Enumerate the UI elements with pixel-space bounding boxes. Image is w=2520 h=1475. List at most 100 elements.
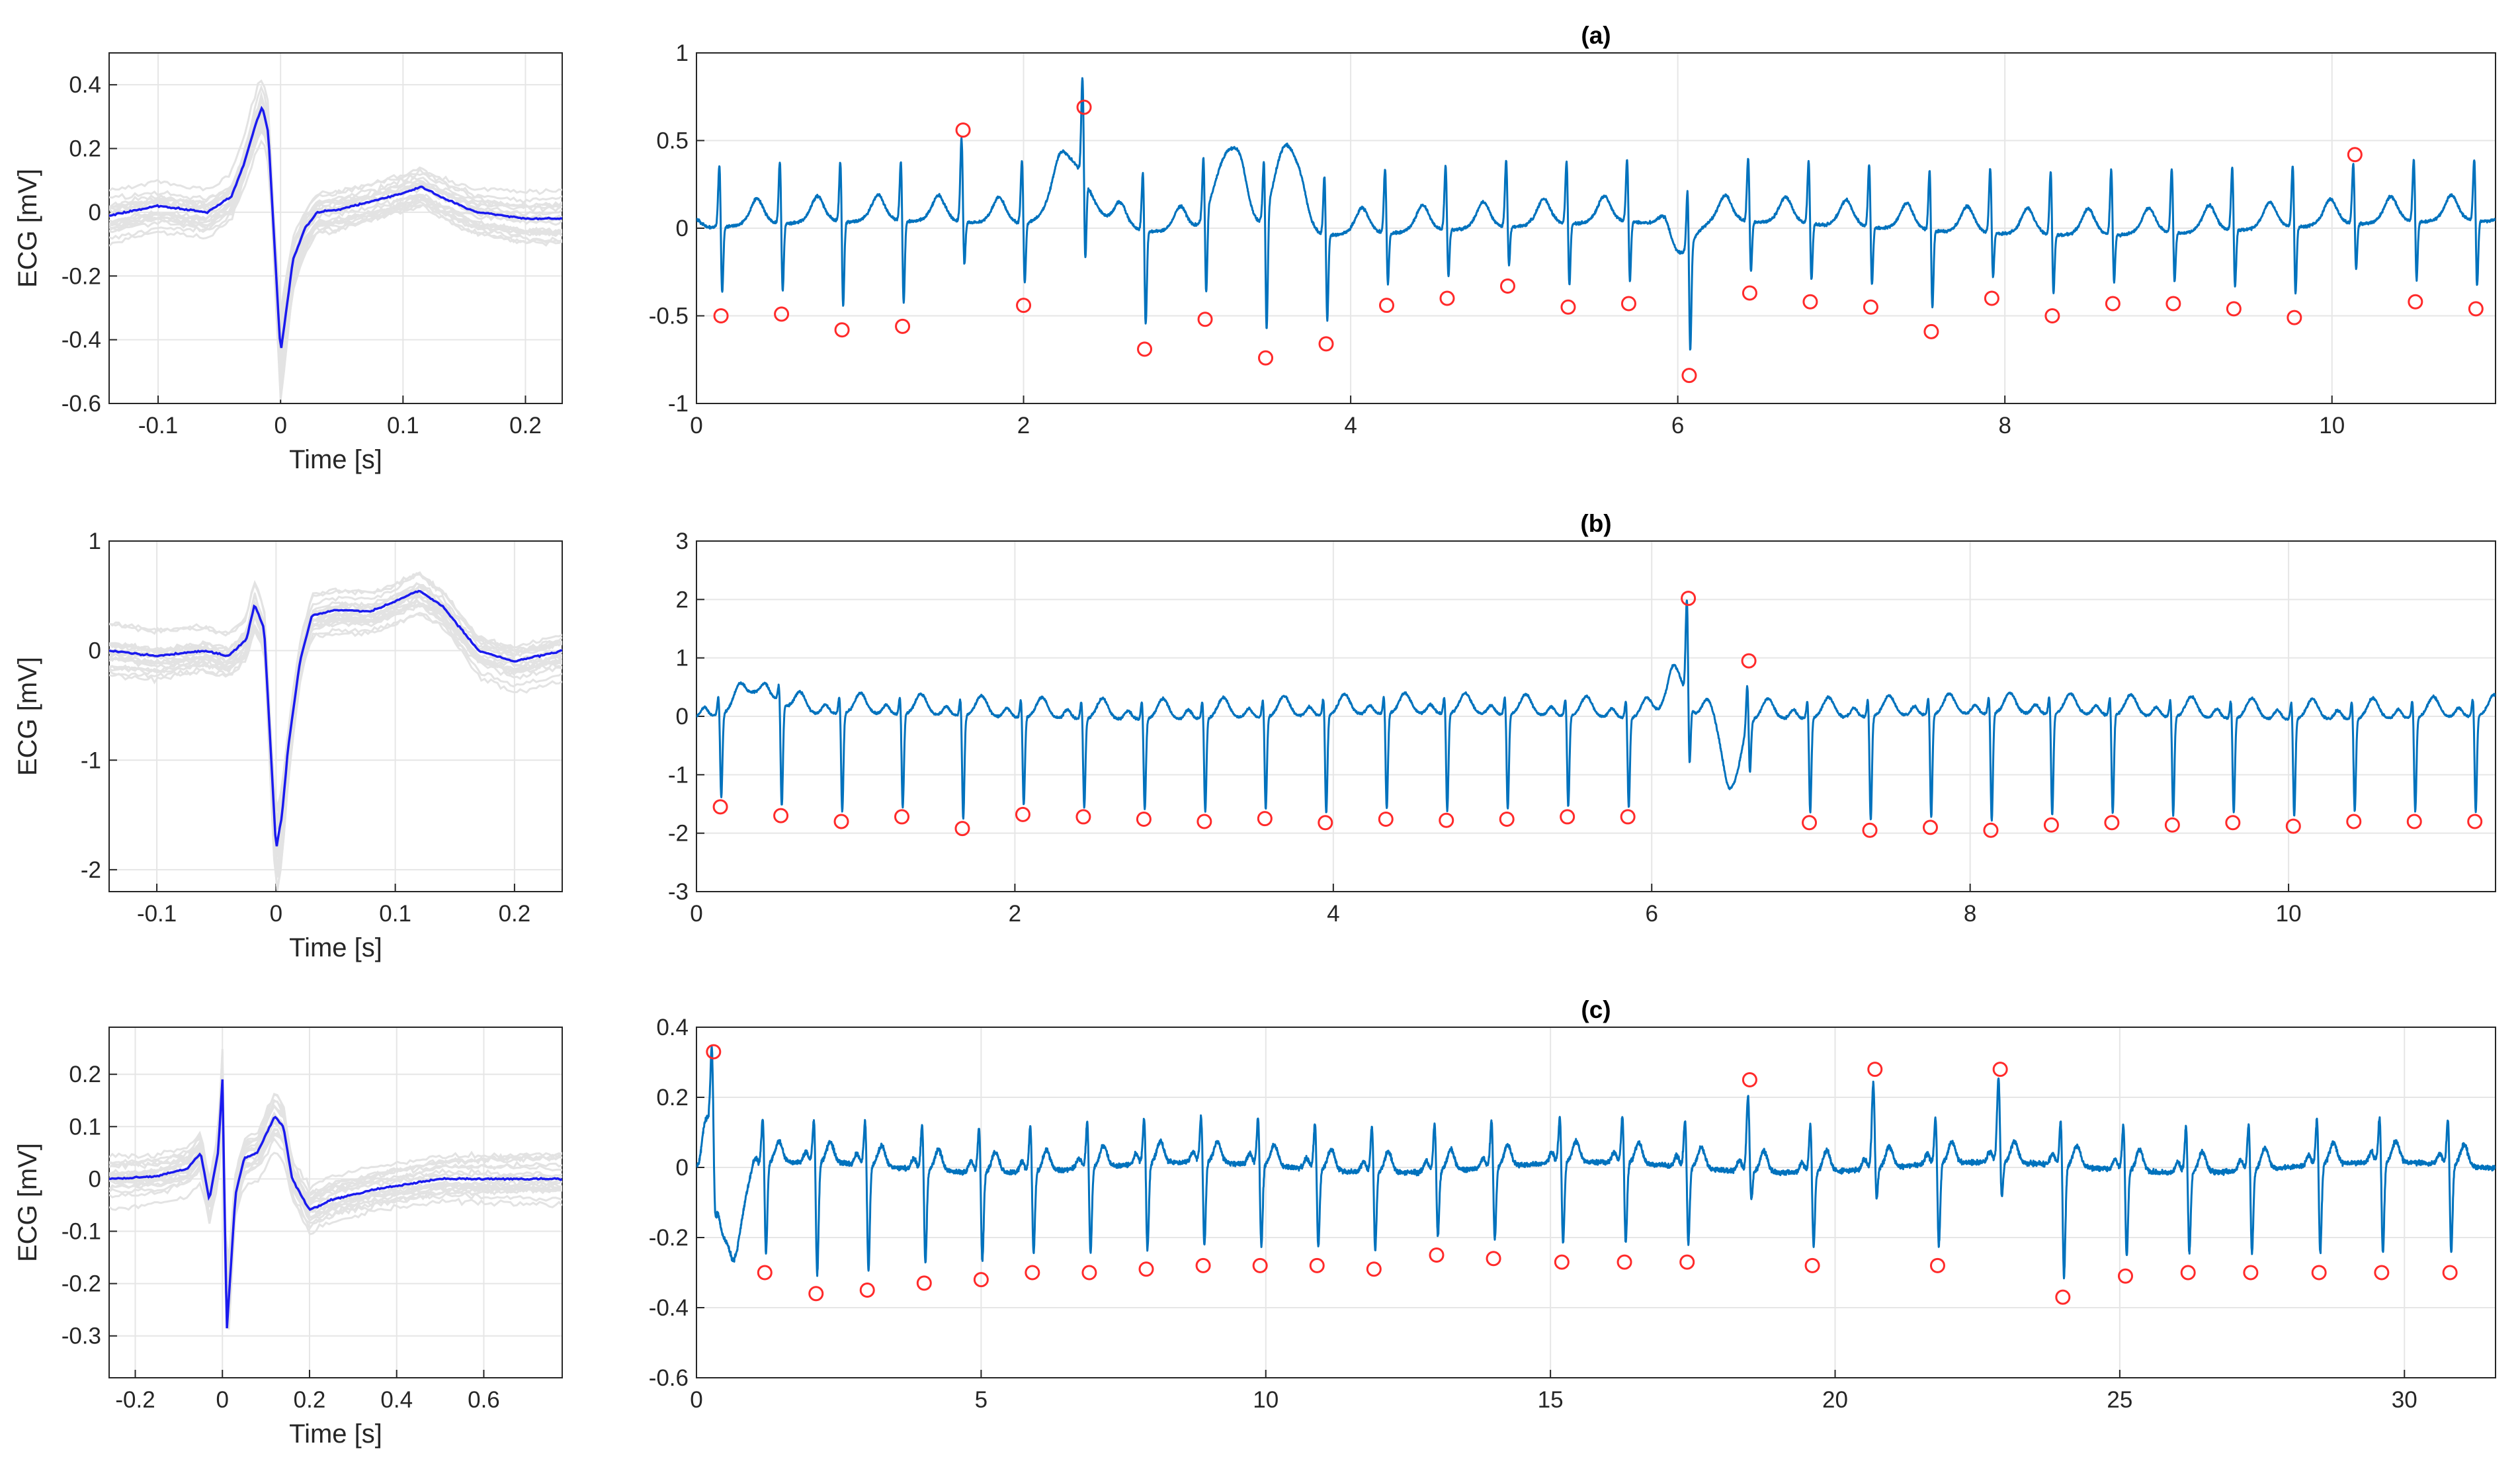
y-tick-label: -0.2 — [62, 263, 101, 289]
beat-marker — [1554, 1254, 1570, 1270]
overlay-beat — [109, 105, 562, 337]
y-tick-label: -2 — [81, 857, 101, 883]
beat-marker — [2180, 1265, 2196, 1281]
overlay-beat — [109, 581, 562, 891]
template-a-plot-area — [109, 79, 562, 400]
beat-marker — [2311, 1265, 2327, 1281]
beat-marker — [1318, 336, 1334, 352]
beat-marker — [1929, 1257, 1945, 1273]
overlay-beat — [109, 590, 562, 890]
beat-marker — [1197, 312, 1213, 327]
x-tick-label: 4 — [1327, 901, 1339, 927]
beat-marker — [774, 306, 790, 322]
y-tick-label: 0.5 — [656, 128, 689, 154]
y-tick-label: -0.4 — [649, 1295, 689, 1321]
x-tick-label: 0.2 — [509, 413, 542, 439]
overlay-beat — [109, 1087, 562, 1273]
beat-marker — [1429, 1247, 1445, 1263]
beat-marker — [973, 1272, 989, 1288]
x-tick-label: 2 — [1009, 901, 1021, 927]
y-tick-label: -0.6 — [649, 1365, 689, 1391]
beat-marker — [2374, 1265, 2390, 1281]
overlay-beat — [109, 99, 562, 390]
x-tick-label: 0.2 — [294, 1387, 326, 1413]
template-c-ylabel: ECG [mV] — [13, 1143, 42, 1262]
y-tick-label: 1 — [89, 528, 101, 554]
axes-frame — [108, 540, 563, 892]
x-tick-label: -0.1 — [138, 413, 178, 439]
overlay-beat — [109, 1070, 562, 1296]
signal-c-plot-area — [696, 1046, 2496, 1280]
beat-marker — [895, 318, 911, 334]
beat-marker — [1984, 290, 1999, 306]
signal-a-title: (a) — [1581, 22, 1611, 49]
x-tick-label: 4 — [1344, 413, 1357, 439]
beat-marker — [1802, 815, 1818, 831]
beat-marker — [1741, 653, 1757, 669]
beat-marker — [1257, 811, 1273, 827]
x-tick-label: 10 — [2319, 413, 2345, 439]
x-tick-label: 0.4 — [380, 1387, 413, 1413]
beat-marker — [1620, 296, 1636, 312]
y-tick-label: 0.1 — [69, 1114, 101, 1140]
beat-marker — [1138, 1261, 1154, 1277]
x-tick-label: 0 — [274, 413, 286, 439]
beat-marker — [894, 809, 910, 825]
beat-marker — [2043, 817, 2059, 833]
y-tick-label: -0.1 — [62, 1219, 101, 1245]
y-tick-label: 1 — [676, 40, 689, 66]
beat-marker — [1015, 806, 1030, 822]
template-c-xlabel: Time [s] — [289, 1419, 382, 1449]
overlay-beat — [109, 1083, 562, 1310]
x-tick-label: 30 — [2392, 1387, 2417, 1413]
beat-marker — [1309, 1257, 1325, 1273]
y-tick-label: -2 — [668, 821, 689, 847]
beat-marker — [712, 799, 728, 815]
signal-c-title: (c) — [1581, 996, 1611, 1023]
overlay-beat — [109, 593, 562, 858]
beat-marker — [1075, 809, 1091, 825]
beat-marker — [2468, 301, 2484, 317]
x-tick-label: 8 — [1998, 413, 2011, 439]
y-tick-label: 2 — [676, 587, 689, 612]
y-tick-label: 0.4 — [656, 1015, 689, 1040]
overlay-beat — [109, 1123, 562, 1295]
beat-marker — [2105, 296, 2121, 312]
beat-marker — [706, 1044, 722, 1060]
overlay-beat — [109, 109, 562, 400]
beat-marker — [1617, 1254, 1632, 1270]
beat-marker — [1804, 1257, 1820, 1273]
overlay-beat — [109, 593, 562, 870]
beat-marker — [859, 1283, 875, 1298]
overlay-beat — [109, 127, 562, 333]
overlay-beat — [109, 572, 562, 827]
beat-marker — [1081, 1265, 1097, 1281]
x-tick-label: 8 — [1964, 901, 1976, 927]
overlay-beat — [109, 113, 562, 314]
beat-marker — [1499, 278, 1515, 294]
x-tick-label: 25 — [2107, 1387, 2132, 1413]
average-beat-line — [109, 589, 562, 847]
template-c-axes: -0.2 0 0.2 0.4 0.6 -0.3 -0.2 -0.1 0 0.1 0.2 Time [s… — [13, 1027, 563, 1449]
beat-marker — [1742, 285, 1757, 301]
beat-marker — [2285, 818, 2301, 834]
overlay-beat — [109, 1091, 562, 1263]
y-tick-label: -0.2 — [62, 1271, 101, 1297]
overlay-beat — [109, 601, 562, 826]
beat-marker — [955, 122, 971, 138]
beat-marker — [1742, 1072, 1757, 1087]
y-tick-label: 0 — [676, 704, 689, 730]
beat-marker — [2287, 310, 2302, 325]
beat-marker — [1560, 809, 1575, 825]
beat-marker — [773, 808, 789, 823]
overlay-beat — [109, 604, 562, 812]
beat-marker — [1681, 591, 1697, 607]
overlay-beat — [109, 1059, 562, 1298]
beat-marker — [808, 1286, 824, 1302]
beat-marker — [1137, 341, 1153, 357]
beat-marker — [1076, 99, 1092, 115]
y-tick-label: 0 — [89, 200, 101, 226]
y-tick-label: 0.2 — [656, 1085, 689, 1111]
beat-marker — [1366, 1261, 1382, 1277]
beat-marker — [1560, 299, 1576, 315]
